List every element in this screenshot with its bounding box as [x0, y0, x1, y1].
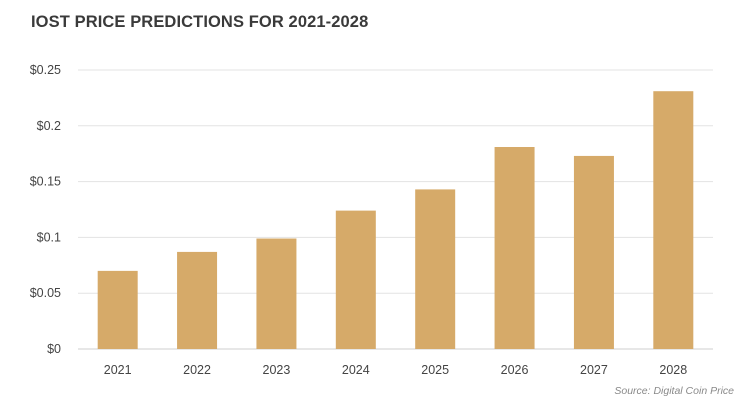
y-tick-label: $0.05 [30, 286, 61, 300]
bars [97, 91, 694, 349]
y-tick-label: $0.25 [30, 63, 61, 77]
bar-2021 [97, 270, 138, 349]
y-tick-label: $0.1 [37, 230, 61, 244]
bar-2025 [415, 189, 456, 349]
gridlines [78, 69, 713, 350]
bar-2023 [256, 238, 297, 349]
x-tick-label: 2024 [342, 363, 370, 377]
x-axis-tick-labels: 2021 2022 2023 2024 2025 2026 2027 2028 [104, 363, 687, 377]
y-tick-label: $0 [47, 342, 61, 356]
bar-2028 [653, 91, 694, 349]
x-tick-label: 2026 [501, 363, 529, 377]
x-tick-label: 2025 [421, 363, 449, 377]
y-axis-tick-labels: $0 $0.05 $0.1 $0.15 $0.2 $0.25 [30, 63, 61, 356]
bar-2027 [573, 155, 614, 349]
x-tick-label: 2021 [104, 363, 132, 377]
bar-2024 [335, 210, 376, 349]
x-tick-label: 2027 [580, 363, 608, 377]
chart-title: IOST PRICE PREDICTIONS FOR 2021-2028 [31, 13, 369, 31]
source-note: Source: Digital Coin Price [614, 385, 734, 397]
x-tick-label: 2028 [659, 363, 687, 377]
bar-2026 [494, 147, 535, 349]
x-tick-label: 2023 [263, 363, 291, 377]
y-tick-label: $0.2 [37, 119, 61, 133]
y-tick-label: $0.15 [30, 175, 61, 189]
bar-2022 [177, 251, 218, 349]
x-tick-label: 2022 [183, 363, 211, 377]
